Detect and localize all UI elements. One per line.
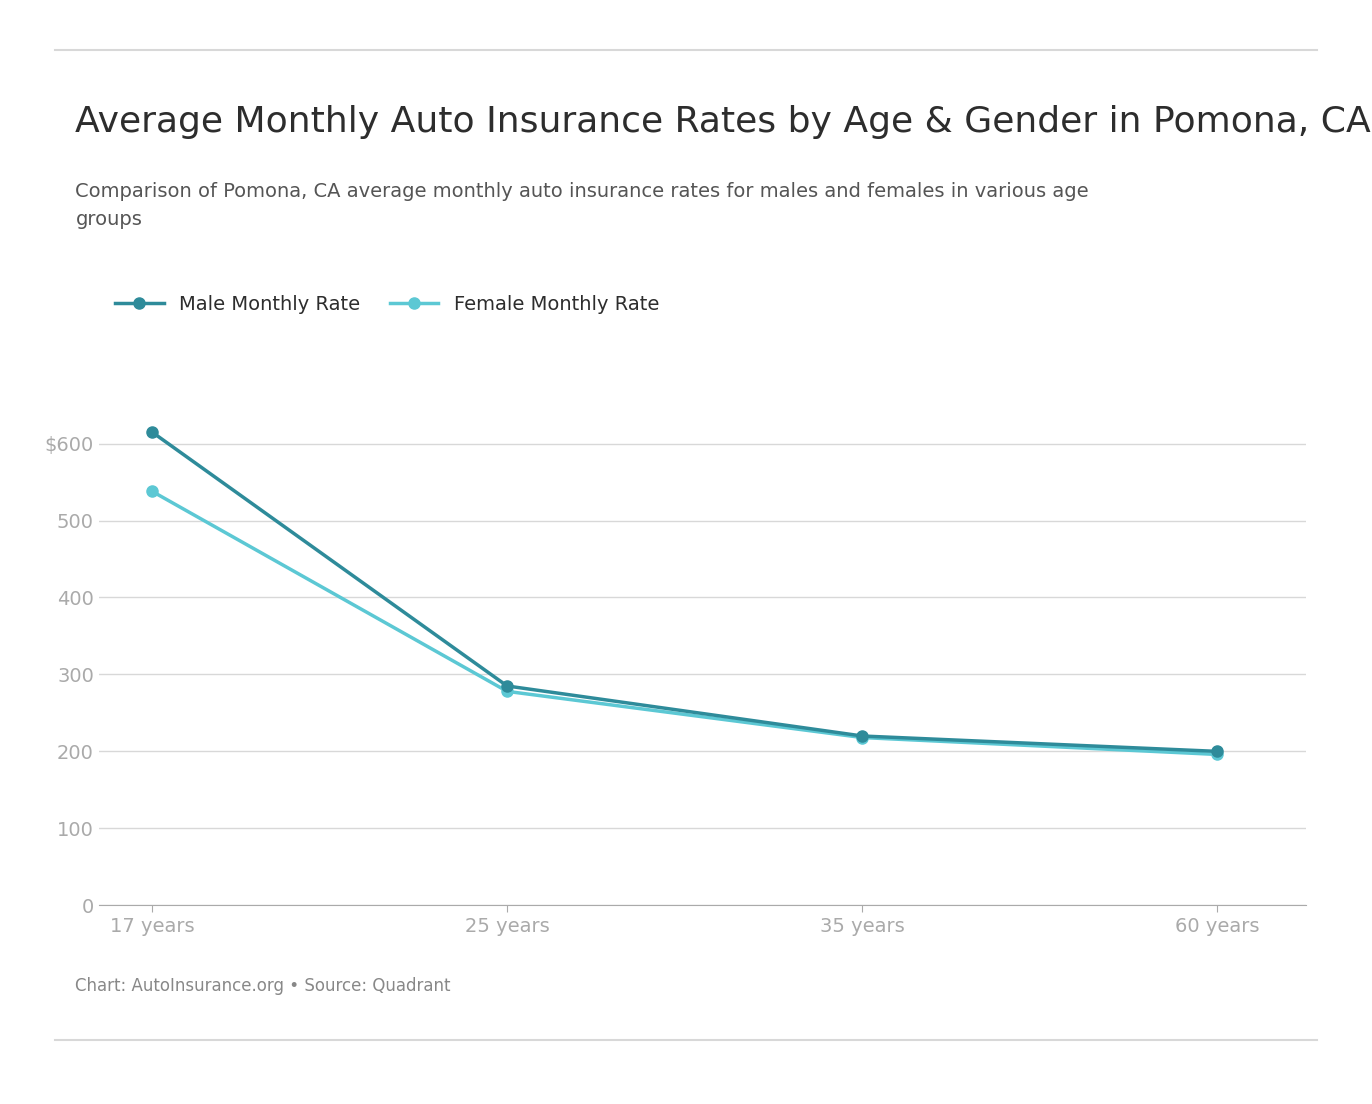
Text: Chart: AutoInsurance.org • Source: Quadrant: Chart: AutoInsurance.org • Source: Quadr… <box>75 977 451 995</box>
Text: Comparison of Pomona, CA average monthly auto insurance rates for males and fema: Comparison of Pomona, CA average monthly… <box>75 182 1089 230</box>
Legend: Male Monthly Rate, Female Monthly Rate: Male Monthly Rate, Female Monthly Rate <box>107 287 667 321</box>
Text: Average Monthly Auto Insurance Rates by Age & Gender in Pomona, CA: Average Monthly Auto Insurance Rates by … <box>75 105 1371 139</box>
